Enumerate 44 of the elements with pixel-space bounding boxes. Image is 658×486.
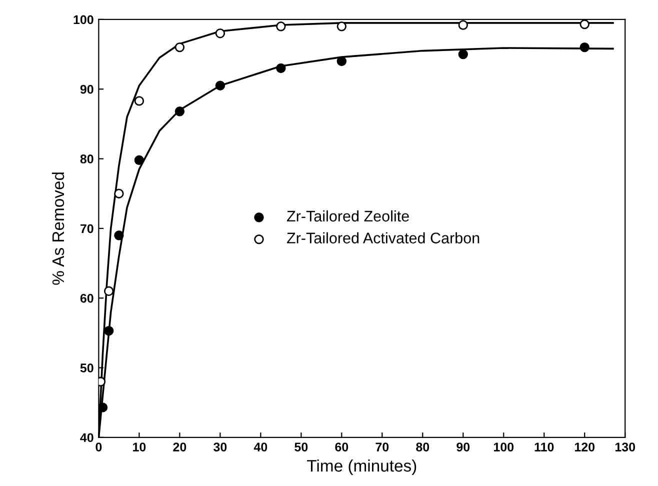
x-tick-label: 120: [574, 442, 595, 452]
y-tick-label: 70: [80, 224, 94, 234]
y-tick-label: 60: [80, 294, 94, 303]
point: [215, 28, 226, 38]
point: [336, 56, 347, 66]
point: [104, 286, 114, 296]
x-tick-label: 70: [376, 442, 389, 452]
y-axis-title: % As Removed: [52, 172, 64, 285]
x-tick-label: 100: [494, 442, 514, 452]
x-axis-title: Time (minutes): [307, 459, 416, 475]
point: [114, 230, 124, 240]
point: [276, 22, 286, 32]
x-tick-label: 90: [456, 442, 470, 452]
x-tick-label: 20: [173, 442, 186, 452]
x-tick-label: 10: [133, 442, 146, 452]
point: [114, 188, 124, 198]
x-tick-label: 40: [254, 442, 268, 452]
point: [336, 22, 347, 32]
legend-label: Zr-Tailored Activated Carbon: [286, 232, 480, 244]
point: [580, 42, 590, 52]
point: [174, 42, 185, 52]
point: [276, 63, 286, 74]
y-tick-label: 100: [74, 15, 94, 24]
x-tick-label: 0: [96, 442, 102, 452]
x-tick-label: 130: [615, 442, 636, 452]
point: [174, 106, 185, 116]
point: [104, 326, 114, 336]
point: [98, 402, 108, 412]
point: [215, 80, 226, 90]
x-tick-label: 50: [294, 442, 308, 452]
y-tick-label: 90: [80, 84, 94, 94]
point: [134, 155, 144, 166]
legend-label: Zr-Tailored Zeolite: [286, 210, 409, 222]
point: [134, 96, 144, 106]
y-tick-label: 50: [80, 364, 94, 372]
point: [580, 19, 590, 30]
point: [458, 49, 468, 60]
y-tick-label: 40: [80, 433, 94, 442]
point: [458, 20, 468, 30]
y-tick-label: 80: [80, 154, 94, 164]
x-tick-label: 30: [214, 442, 227, 452]
x-tick-label: 110: [534, 442, 554, 452]
x-tick-label: 60: [335, 442, 348, 452]
x-tick-label: 80: [416, 442, 430, 452]
